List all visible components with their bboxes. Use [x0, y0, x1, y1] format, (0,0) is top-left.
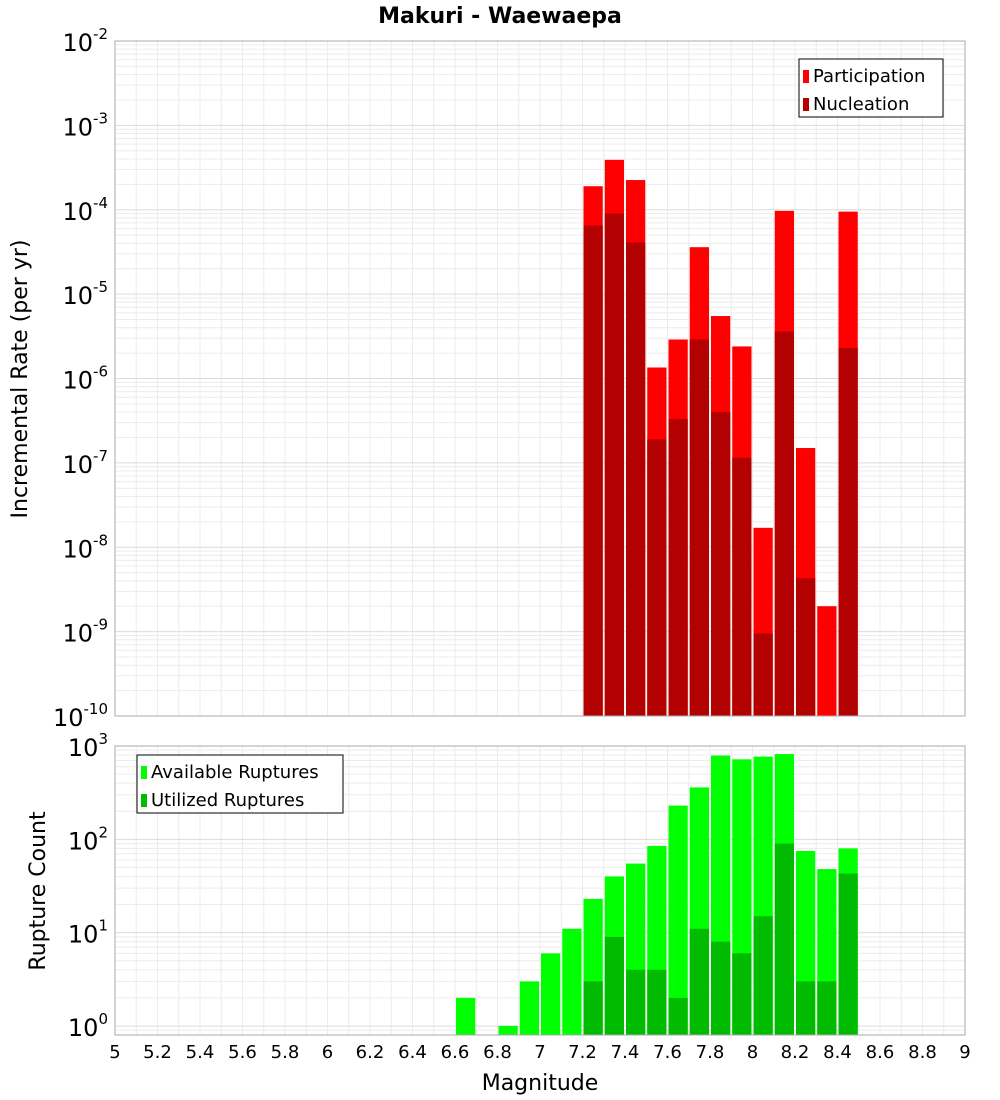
rate-bar-nucleation	[732, 457, 752, 716]
legend-label: Available Ruptures	[151, 762, 319, 783]
legend-swatch	[803, 70, 809, 83]
y-tick-label: 103	[68, 730, 108, 762]
count-bar-available-ruptures	[562, 928, 582, 1035]
count-bar-utilized-ruptures	[583, 981, 603, 1035]
y-tick-label: 10-7	[62, 447, 108, 479]
legend-label: Participation	[813, 66, 925, 87]
top-plot-legend: Participation Nucleation	[798, 58, 944, 118]
legend-swatch	[141, 766, 147, 779]
x-tick-label: 5.6	[228, 1042, 257, 1063]
y-tick-label: 10-8	[62, 531, 108, 563]
y-tick-label: 10-3	[62, 109, 108, 141]
y-tick-label: 10-10	[53, 700, 108, 732]
rate-bar-participation	[817, 606, 837, 716]
count-bar-utilized-ruptures	[604, 936, 624, 1035]
y-tick-label: 100	[68, 1010, 108, 1042]
legend-label: Utilized Ruptures	[151, 790, 304, 811]
rate-bar-nucleation	[668, 419, 688, 716]
x-tick-label: 9	[959, 1042, 970, 1063]
x-tick-label: 5	[109, 1042, 120, 1063]
count-bar-utilized-ruptures	[796, 981, 816, 1035]
count-bar-utilized-ruptures	[711, 941, 731, 1035]
count-bar-utilized-ruptures	[838, 873, 858, 1035]
count-bar-available-ruptures	[541, 953, 561, 1035]
bottom-plot-frame	[114, 745, 966, 1036]
x-tick-label: 8	[747, 1042, 758, 1063]
x-tick-label: 8.2	[781, 1042, 810, 1063]
bottom-y-axis-label: Rupture Count	[26, 811, 51, 971]
count-bar-utilized-ruptures	[689, 928, 709, 1035]
bottom-y-axis-ticks: 103 102 101 100	[68, 730, 108, 1042]
rate-bar-nucleation	[626, 242, 646, 716]
top-y-axis-ticks: 10-2 10-3 10-4 10-5 10-6 10-7 10-8 10-9 10-10	[53, 25, 108, 732]
rate-bar-nucleation	[838, 347, 858, 716]
rate-bar-nucleation	[796, 578, 816, 716]
count-bar-utilized-ruptures	[626, 969, 646, 1035]
x-tick-label: 6.8	[483, 1042, 512, 1063]
rate-bar-nucleation	[711, 412, 731, 716]
count-bar-available-ruptures	[668, 805, 688, 1035]
top-y-axis-label: Incremental Rate (per yr)	[8, 240, 33, 519]
chart-title: Makuri - Waewaepa	[378, 4, 622, 29]
count-bar-utilized-ruptures	[753, 916, 773, 1035]
x-tick-label: 5.2	[143, 1042, 172, 1063]
count-bar-utilized-ruptures	[774, 843, 794, 1035]
legend-swatch	[141, 794, 147, 807]
bottom-plot-legend: Available Ruptures Utilized Ruptures	[136, 754, 344, 814]
rate-bar-nucleation	[774, 331, 794, 716]
count-bar-utilized-ruptures	[732, 953, 752, 1035]
count-bar-utilized-ruptures	[647, 969, 667, 1035]
y-tick-label: 10-6	[62, 363, 108, 395]
x-tick-label: 7.8	[696, 1042, 725, 1063]
x-tick-label: 5.4	[186, 1042, 215, 1063]
x-tick-label: 8.8	[908, 1042, 937, 1063]
count-bar-available-ruptures	[519, 981, 539, 1035]
x-tick-label: 7.2	[568, 1042, 597, 1063]
count-bar-utilized-ruptures	[668, 997, 688, 1035]
legend-box	[798, 58, 944, 118]
x-tick-label: 7.6	[653, 1042, 682, 1063]
x-tick-label: 8.6	[866, 1042, 895, 1063]
top-plot-bars	[583, 159, 858, 717]
rate-bar-nucleation	[583, 225, 603, 716]
rate-bar-nucleation	[689, 339, 709, 716]
x-tick-label: 6.6	[441, 1042, 470, 1063]
y-tick-label: 10-9	[62, 616, 108, 648]
x-tick-label: 5.8	[271, 1042, 300, 1063]
rate-bar-nucleation	[604, 213, 624, 717]
y-tick-label: 10-5	[62, 278, 108, 310]
top-plot-frame	[114, 40, 966, 717]
y-tick-label: 102	[68, 823, 108, 855]
x-axis-ticks: 5 5.2 5.4 5.6 5.8 6 6.2 6.4 6.6 6.8 7 7.2 7.4 7.6 7.8 8…	[109, 1042, 970, 1063]
x-tick-label: 6.4	[398, 1042, 427, 1063]
x-tick-label: 7.4	[611, 1042, 640, 1063]
x-tick-label: 6.2	[356, 1042, 385, 1063]
y-tick-label: 101	[68, 917, 108, 949]
count-bar-available-ruptures	[498, 1025, 518, 1035]
y-tick-label: 10-4	[62, 194, 108, 226]
count-bar-utilized-ruptures	[817, 981, 837, 1035]
count-bar-available-ruptures	[456, 997, 476, 1035]
rate-bar-nucleation	[647, 439, 667, 716]
bottom-plot-bars	[456, 754, 858, 1035]
legend-label: Nucleation	[813, 94, 909, 115]
legend-swatch	[803, 98, 809, 111]
top-plot-grid	[114, 40, 966, 717]
legend-box	[136, 754, 344, 814]
rate-bar-nucleation	[753, 633, 773, 716]
x-axis-label: Magnitude	[482, 1071, 599, 1096]
y-tick-label: 10-2	[62, 25, 108, 57]
x-tick-label: 8.4	[823, 1042, 852, 1063]
x-tick-label: 7	[534, 1042, 545, 1063]
x-tick-label: 6	[322, 1042, 333, 1063]
